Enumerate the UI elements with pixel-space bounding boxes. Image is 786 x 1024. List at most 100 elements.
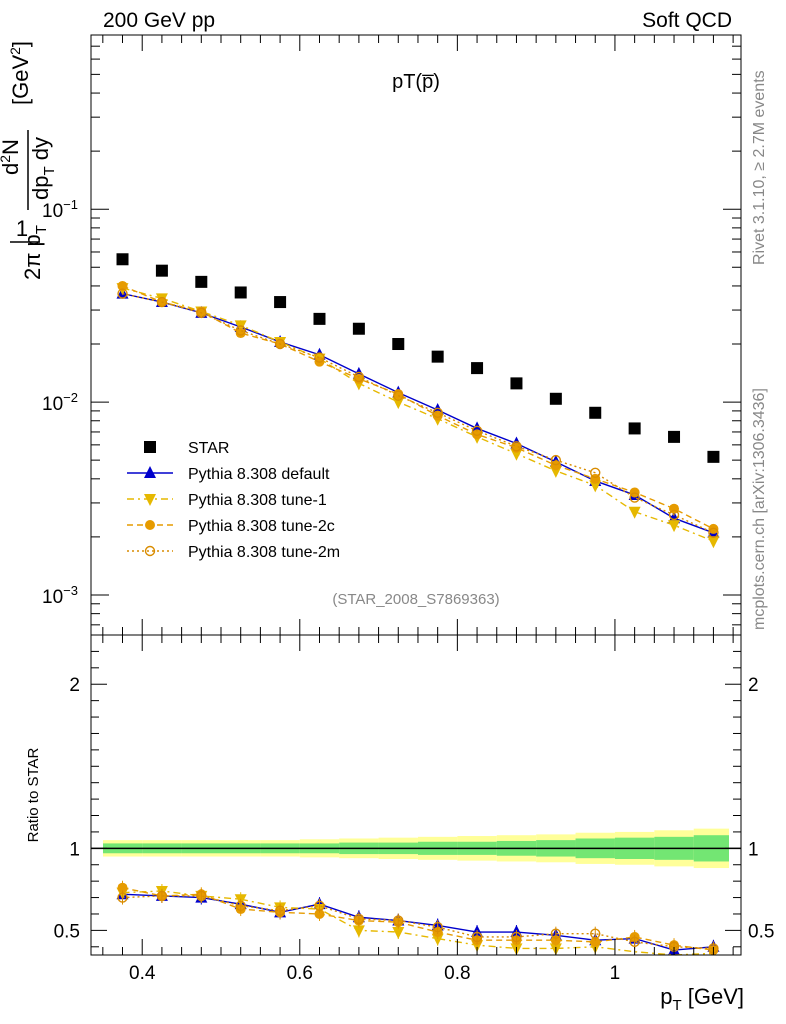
legend-marker bbox=[144, 545, 156, 557]
data-point bbox=[117, 288, 128, 299]
data-point bbox=[707, 450, 720, 463]
main-ylabel-units: [GeV2] bbox=[7, 41, 33, 105]
x-tick-label: 0.8 bbox=[444, 963, 470, 984]
legend-entry: Pythia 8.308 tune-2c bbox=[127, 518, 335, 535]
data-point bbox=[235, 328, 246, 339]
ratio-point bbox=[511, 931, 522, 943]
data-point bbox=[510, 377, 523, 390]
ratio-point bbox=[550, 928, 562, 939]
ratio-point bbox=[117, 892, 128, 903]
ratio-series-pythia-8-308-tune-2m bbox=[117, 888, 719, 955]
data-point bbox=[471, 362, 484, 375]
ratio-line bbox=[122, 893, 714, 951]
y-tick-label-left: 2 bbox=[69, 675, 80, 696]
ratio-point bbox=[353, 913, 365, 925]
data-point bbox=[432, 407, 443, 418]
ratio-point bbox=[629, 936, 640, 948]
ratio-point bbox=[156, 890, 168, 902]
ratio-series bbox=[116, 880, 720, 956]
ratio-panel-frame bbox=[90, 634, 742, 956]
series-line bbox=[122, 292, 714, 534]
x-tick-label: 1 bbox=[610, 963, 621, 984]
series-star bbox=[116, 253, 720, 463]
data-point bbox=[707, 536, 720, 549]
data-point bbox=[235, 325, 246, 336]
legend-entry: Pythia 8.308 tune-1 bbox=[127, 492, 327, 509]
legend-entry: Pythia 8.308 default bbox=[127, 466, 330, 483]
data-point bbox=[471, 425, 483, 436]
data-point bbox=[196, 307, 207, 319]
x-tick-label: 0.6 bbox=[287, 963, 313, 984]
reference-label: (STAR_2008_S7869363) bbox=[332, 591, 499, 608]
legend-marker bbox=[144, 466, 156, 478]
ratio-point bbox=[314, 900, 325, 911]
legend-marker bbox=[144, 441, 156, 453]
ratio-line bbox=[122, 895, 714, 950]
main-ylabel-one: 1 bbox=[16, 216, 28, 241]
main-ylabel-numerator: d2N bbox=[0, 139, 23, 175]
main-y-axis-label: 1 2π pT d2N dpT dy [GeV2] bbox=[0, 41, 58, 280]
legend-label: Pythia 8.308 tune-1 bbox=[188, 492, 327, 509]
data-point bbox=[431, 350, 444, 363]
y-tick-label: 10−2 bbox=[42, 390, 78, 415]
ratio-point bbox=[590, 936, 601, 947]
ratio-series-pythia-8-308-tune-2c bbox=[117, 880, 719, 956]
data-point bbox=[155, 264, 168, 277]
y-tick-label: 10−3 bbox=[42, 583, 78, 608]
ratio-point bbox=[314, 908, 325, 919]
legend-entry: STAR bbox=[144, 440, 229, 457]
header-right: Soft QCD bbox=[642, 9, 732, 32]
data-point bbox=[274, 296, 287, 309]
ratio-ylabel: Ratio to STAR bbox=[25, 747, 42, 842]
legend-entry: Pythia 8.308 tune-2m bbox=[127, 544, 340, 561]
main-y-ticks: 10−3 10−2 10−1 bbox=[42, 34, 741, 626]
legend-label: STAR bbox=[188, 440, 229, 457]
legend-marker bbox=[144, 494, 156, 506]
data-point bbox=[668, 520, 681, 533]
data-point bbox=[550, 454, 562, 466]
x-axis-label: pT [GeV] bbox=[660, 984, 744, 1014]
data-point bbox=[352, 322, 365, 335]
data-point bbox=[472, 429, 483, 440]
ratio-point bbox=[393, 915, 404, 926]
data-point bbox=[668, 509, 680, 521]
data-point bbox=[234, 286, 247, 299]
side-text-mcplots: mcplots.cern.ch [arXiv:1306.3436] bbox=[751, 388, 768, 630]
ratio-x-ticks: 0.4 0.6 0.8 1 bbox=[102, 635, 734, 984]
y-tick-label-right: 2 bbox=[748, 675, 759, 696]
data-point bbox=[392, 338, 405, 351]
data-point bbox=[116, 253, 129, 266]
legend-label: Pythia 8.308 default bbox=[188, 466, 330, 483]
data-point bbox=[628, 422, 641, 435]
data-point bbox=[590, 467, 601, 478]
data-point bbox=[274, 338, 286, 350]
legend: STAR Pythia 8.308 default Pythia 8.308 tun… bbox=[127, 440, 340, 561]
data-point bbox=[589, 406, 602, 419]
ratio-series-pythia-8-308-default bbox=[116, 887, 720, 956]
ratio-point bbox=[590, 928, 601, 939]
data-point bbox=[314, 352, 325, 363]
ratio-point bbox=[471, 931, 483, 943]
y-tick-label-left: 1 bbox=[69, 839, 80, 860]
legend-label: Pythia 8.308 tune-2c bbox=[188, 518, 335, 535]
data-point bbox=[353, 371, 365, 383]
legend-marker bbox=[145, 520, 155, 530]
header-left: 200 GeV pp bbox=[103, 9, 215, 32]
data-point bbox=[628, 506, 641, 519]
ratio-point bbox=[235, 900, 246, 911]
ratio-y-ticks: 0.5 0.5 1 1 2 2 bbox=[54, 650, 774, 948]
series-pythia-8-308-tune-2m bbox=[117, 288, 719, 539]
ratio-point bbox=[352, 925, 365, 938]
y-tick-label: 10−1 bbox=[42, 197, 78, 222]
data-point bbox=[117, 280, 128, 291]
ratio-line bbox=[122, 887, 714, 951]
y-tick-label-right: 1 bbox=[748, 839, 759, 860]
y-tick-label-right: 0.5 bbox=[748, 921, 774, 942]
data-point bbox=[393, 390, 404, 401]
main-panel: 10−3 10−2 10−1 pT(p̅) (STAR_2008_S7869363)… bbox=[42, 34, 742, 636]
main-title: pT(p̅) bbox=[392, 71, 440, 93]
main-series bbox=[116, 253, 720, 549]
data-point bbox=[589, 480, 602, 493]
data-point bbox=[668, 430, 681, 443]
